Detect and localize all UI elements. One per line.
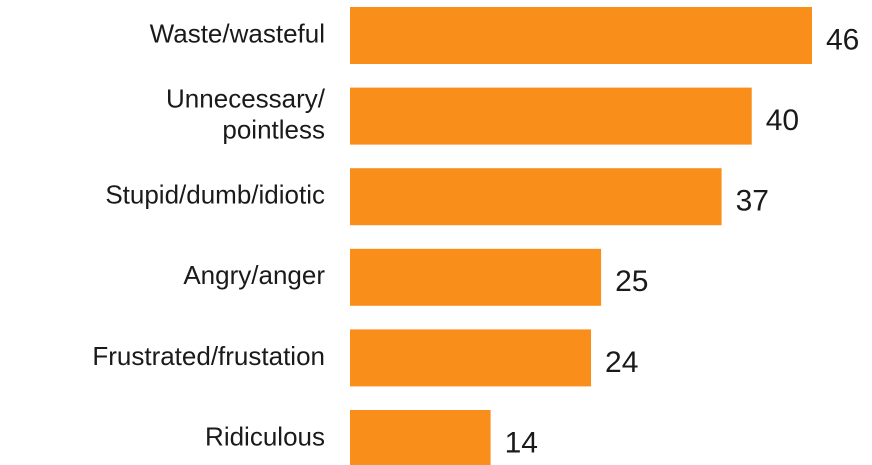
category-label: Angry/anger — [183, 260, 325, 290]
value-label: 24 — [605, 346, 638, 379]
value-label: 37 — [736, 185, 769, 218]
category-label: Unnecessary/pointless — [166, 83, 326, 144]
category-label: Ridiculous — [205, 421, 325, 451]
bar — [350, 329, 592, 387]
category-label: Frustrated/frustation — [92, 341, 325, 371]
value-label: 25 — [615, 265, 648, 298]
value-label: 40 — [766, 104, 799, 137]
bar — [350, 87, 752, 145]
value-label: 46 — [826, 23, 859, 56]
bar — [350, 410, 491, 465]
category-label: Waste/wasteful — [150, 18, 325, 48]
value-label: 14 — [505, 426, 538, 459]
bar — [350, 168, 722, 226]
bar — [350, 7, 812, 64]
bar — [350, 248, 602, 306]
category-label: Stupid/dumb/idiotic — [105, 180, 325, 210]
